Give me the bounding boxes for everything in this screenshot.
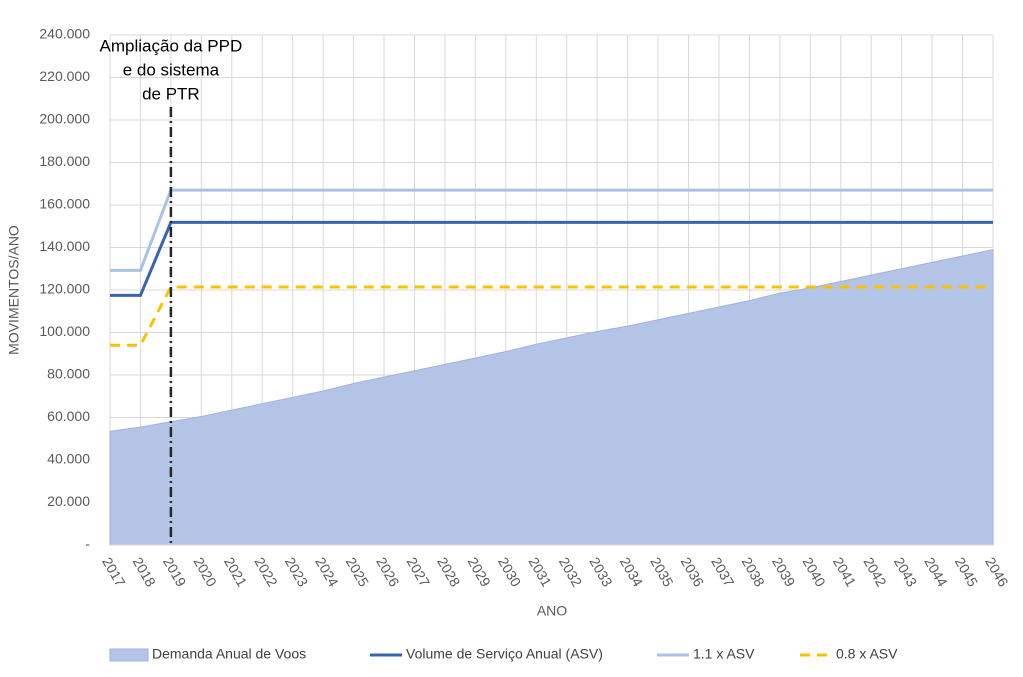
x-tick-label: 2019 bbox=[160, 554, 190, 589]
line bbox=[110, 285, 993, 347]
x-tick-label: 2017 bbox=[99, 554, 129, 589]
line bbox=[110, 220, 993, 297]
x-tick-label: 2042 bbox=[860, 554, 890, 589]
legend-label: Volume de Serviço Anual (ASV) bbox=[406, 646, 603, 662]
annotation-text: Ampliação da PPD bbox=[100, 36, 243, 55]
legend-label: 0.8 x ASV bbox=[836, 646, 898, 662]
y-axis-label: MOVIMENTOS/ANO bbox=[6, 225, 22, 355]
line bbox=[110, 188, 993, 272]
x-tick-label: 2021 bbox=[221, 554, 251, 589]
y-tick-label: 60.000 bbox=[47, 408, 90, 424]
y-tick-label: 40.000 bbox=[47, 451, 90, 467]
x-tick-label: 2034 bbox=[617, 554, 647, 589]
annotation-text: de PTR bbox=[142, 84, 200, 103]
x-tick-label: 2033 bbox=[586, 554, 616, 589]
x-tick-label: 2035 bbox=[647, 554, 677, 589]
x-tick-label: 2030 bbox=[495, 554, 525, 589]
x-tick-label: 2046 bbox=[982, 554, 1012, 589]
x-tick-label: 2022 bbox=[251, 554, 281, 589]
x-tick-label: 2028 bbox=[434, 554, 464, 589]
x-tick-label: 2025 bbox=[343, 554, 373, 589]
x-tick-label: 2041 bbox=[830, 554, 860, 589]
x-tick-label: 2024 bbox=[312, 554, 342, 589]
x-axis-label: ANO bbox=[537, 603, 567, 619]
y-tick-label: 160.000 bbox=[39, 196, 90, 212]
annotation-text: e do sistema bbox=[123, 60, 220, 79]
x-tick-label: 2038 bbox=[739, 554, 769, 589]
x-tick-label: 2020 bbox=[191, 554, 221, 589]
x-tick-label: 2036 bbox=[678, 554, 708, 589]
y-tick-label: 120.000 bbox=[39, 281, 90, 297]
x-tick-label: 2037 bbox=[708, 554, 738, 589]
y-tick-label: 140.000 bbox=[39, 238, 90, 254]
y-tick-label: 20.000 bbox=[47, 493, 90, 509]
x-tick-label: 2018 bbox=[130, 554, 160, 589]
legend-label: 1.1 x ASV bbox=[693, 646, 755, 662]
y-tick-label: 200.000 bbox=[39, 111, 90, 127]
x-tick-label: 2043 bbox=[891, 554, 921, 589]
x-tick-label: 2040 bbox=[800, 554, 830, 589]
x-tick-label: 2032 bbox=[556, 554, 586, 589]
y-tick-label: 80.000 bbox=[47, 366, 90, 382]
x-tick-label: 2031 bbox=[525, 554, 555, 589]
area bbox=[109, 249, 994, 546]
legend-label: Demanda Anual de Voos bbox=[152, 646, 306, 662]
y-tick-label: - bbox=[85, 536, 90, 552]
x-tick-label: 2045 bbox=[952, 554, 982, 589]
y-tick-label: 220.000 bbox=[39, 68, 90, 84]
y-tick-label: 240.000 bbox=[39, 26, 90, 42]
x-tick-label: 2044 bbox=[921, 554, 951, 589]
x-tick-label: 2039 bbox=[769, 554, 799, 589]
x-tick-label: 2029 bbox=[465, 554, 495, 589]
x-tick-label: 2023 bbox=[282, 554, 312, 589]
x-tick-label: 2026 bbox=[373, 554, 403, 589]
y-tick-label: 180.000 bbox=[39, 153, 90, 169]
y-tick-label: 100.000 bbox=[39, 323, 90, 339]
x-tick-label: 2027 bbox=[404, 554, 434, 589]
legend-swatch bbox=[109, 648, 149, 662]
